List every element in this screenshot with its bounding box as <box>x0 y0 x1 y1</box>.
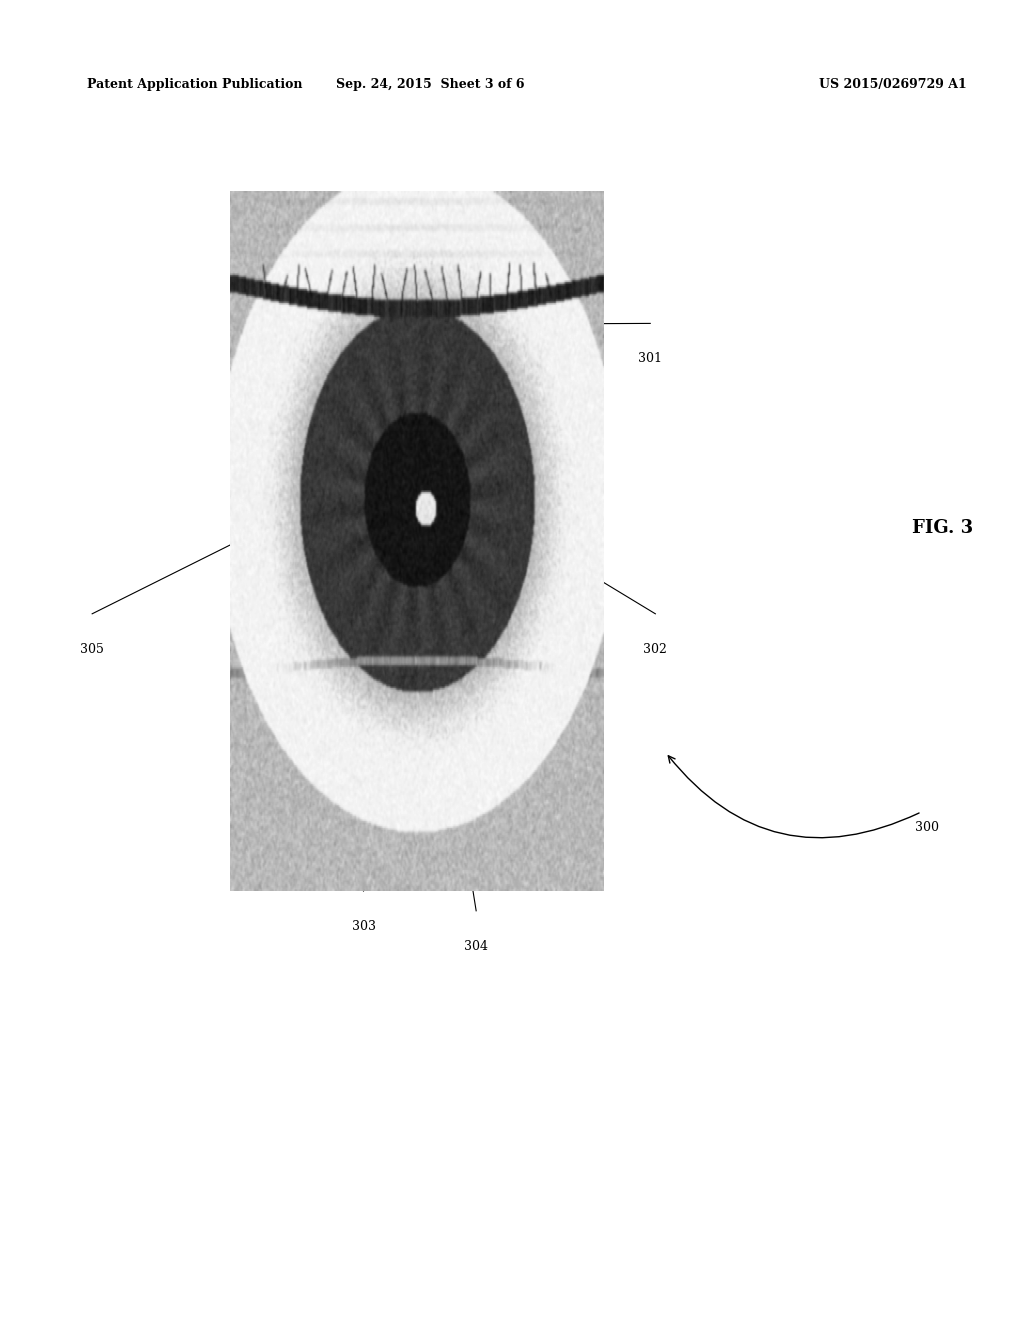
FancyArrowPatch shape <box>669 756 920 838</box>
Text: 303: 303 <box>351 920 376 933</box>
Text: 301: 301 <box>638 352 663 366</box>
Text: 302: 302 <box>643 643 668 656</box>
Text: FIG. 3: FIG. 3 <box>911 519 973 537</box>
Text: Sep. 24, 2015  Sheet 3 of 6: Sep. 24, 2015 Sheet 3 of 6 <box>336 78 524 91</box>
Text: 304: 304 <box>464 940 488 953</box>
Text: Patent Application Publication: Patent Application Publication <box>87 78 302 91</box>
Text: US 2015/0269729 A1: US 2015/0269729 A1 <box>819 78 967 91</box>
Text: 305: 305 <box>80 643 104 656</box>
Text: 300: 300 <box>914 821 939 834</box>
